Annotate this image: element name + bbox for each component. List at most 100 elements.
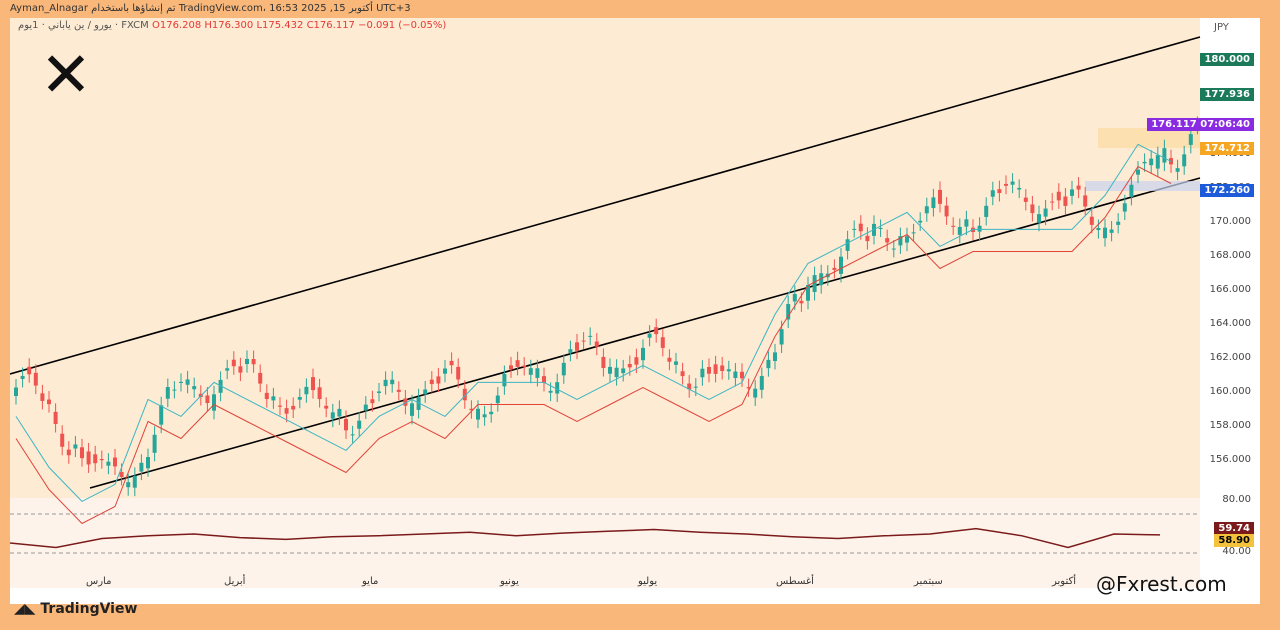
candle [1129,184,1134,197]
candle [363,404,368,411]
candle [964,219,969,227]
candle [324,405,329,409]
candle [654,327,659,335]
candle [555,382,560,394]
candle [47,399,51,405]
candle [634,357,639,365]
candle [1037,214,1041,223]
candle [641,347,645,361]
candle [278,405,282,407]
candle [132,475,137,488]
candle [1175,168,1180,172]
candle [581,340,586,342]
candle [1188,134,1193,145]
candle [1136,169,1140,175]
candle [172,389,177,391]
candle [687,383,692,390]
candle [33,372,38,386]
candle [205,395,210,404]
candle [126,482,131,488]
month-label: يوليو [638,576,658,587]
candle [1017,187,1022,190]
candle [212,394,216,411]
candle [152,434,157,453]
candle [53,411,58,424]
resistance-zone [1098,128,1200,148]
candle [495,395,500,404]
candle [1109,229,1114,233]
candle [792,293,797,302]
price-chart[interactable] [10,18,1260,604]
candle [528,368,533,375]
support-zone [1085,181,1200,191]
price-background [10,18,1200,498]
rsi-tick-label: 40.00 [1219,546,1254,557]
candle [93,454,98,464]
candle [146,457,150,469]
candle [984,205,989,217]
candle [680,371,685,377]
rsi-line [10,527,1161,549]
candle [357,420,362,429]
price-tick-label: 168.000 [1206,250,1254,261]
candle [297,397,302,400]
candle [674,361,678,365]
candle [60,433,65,447]
candle [271,396,276,401]
candle [1056,191,1061,201]
symbol-label: يورو / ين ياباني · 1يوم · FXCM [18,20,149,31]
candle [944,205,949,217]
candle [1096,227,1101,231]
price-tag: 172.260 [1200,184,1254,197]
candle [1122,203,1127,212]
candle [614,367,619,378]
candle [667,357,672,362]
month-label: مارس [86,576,112,587]
candle [878,227,883,229]
candle [423,389,428,395]
candle [304,386,309,395]
candle [80,447,84,459]
candle [594,341,599,347]
candle [799,300,804,304]
brand-label: TradingView [40,601,138,617]
candle [621,368,626,374]
candle [858,223,863,232]
candle [535,368,540,378]
price-tick-label: 158.000 [1206,420,1254,431]
candle [1050,201,1055,203]
candle [720,365,725,372]
price-tag: 177.936 [1200,88,1254,101]
candle [924,206,929,214]
candle [377,391,381,393]
candle [1103,227,1107,239]
candle [264,392,269,400]
price-tag: 174.712 [1200,142,1254,155]
currency-label: JPY [1214,22,1229,33]
candle [238,366,243,373]
candle [997,189,1002,194]
month-label: يونيو [500,576,519,587]
candle [561,362,566,376]
candle [779,329,784,345]
candle [476,408,480,420]
tradingview-logo: ◢◣ TradingView [14,601,138,617]
rsi-tag: 59.74 [1214,522,1254,535]
candle [291,405,296,410]
rsi-background [10,498,1200,588]
candle [1149,158,1154,166]
candle [852,228,857,230]
candle [462,388,467,401]
rsi-tick-label: 80.00 [1219,494,1254,505]
candle [515,360,520,367]
chart-panel[interactable]: يورو / ين ياباني · 1يوم · FXCM O176.208 … [10,18,1260,604]
candle [891,248,896,250]
candle [977,225,982,232]
price-tick-label: 164.000 [1206,318,1254,329]
candle [1089,216,1094,225]
candle [337,408,342,417]
candle [40,393,45,401]
candle [350,434,355,436]
candle [159,405,164,425]
candle [773,352,777,362]
